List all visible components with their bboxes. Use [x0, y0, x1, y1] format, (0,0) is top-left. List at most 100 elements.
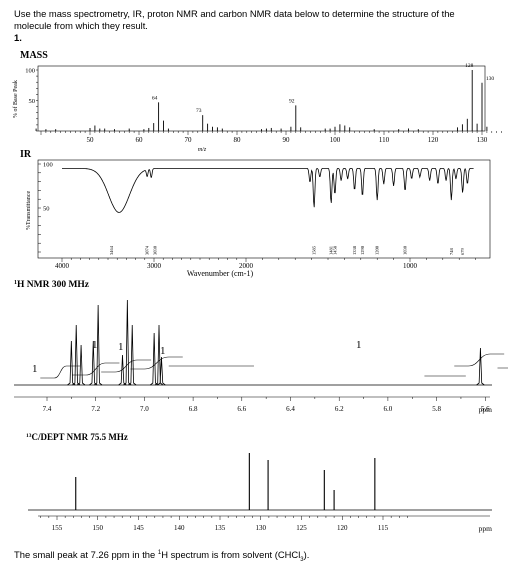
c-nmr-x-tick-label: 155 [52, 524, 63, 532]
h-nmr-peak [157, 356, 166, 386]
c-nmr-x-tick-label: 145 [133, 524, 144, 532]
mass-peak-label: 128 [465, 63, 474, 69]
ir-axes: 50 100 4000 3000 2000 1000 [37, 159, 491, 270]
mass-x-tick-label: 90 [283, 136, 291, 144]
h-nmr-integral-label: 1 [118, 341, 124, 353]
mass-peak-label: 64 [152, 95, 158, 101]
mass-peak-label: 92 [289, 98, 295, 104]
ir-peak-label: 3464 [109, 245, 114, 255]
ir-x-tick-label: 3000 [147, 262, 162, 270]
h-nmr-xlabel: ppm [479, 405, 493, 414]
ir-y-tick-label: 100 [43, 162, 53, 169]
h-nmr-x-tick-label: 7.4 [43, 405, 52, 413]
mass-y-tick-label: 100 [25, 68, 35, 75]
h-nmr-integral-label: 1 [160, 345, 166, 357]
c-nmr-x-tick-label: 140 [174, 524, 185, 532]
c-nmr-x-tick-label: 115 [378, 524, 389, 532]
h-nmr-peak [93, 304, 103, 386]
ir-title: IR [20, 149, 32, 160]
mass-x-tick-label: 130 [477, 136, 488, 144]
mass-peaks: 64 73 92 128 130 [35, 63, 495, 131]
c-nmr-title: 13C/DEPT NMR 75.5 MHz [26, 432, 128, 442]
mass-spectrum: MASS % of Base Peak 50 60 70 80 90 100 110 120 1… [12, 50, 502, 153]
mass-y-tick-label: 50 [29, 98, 36, 105]
mass-axes: 50 60 70 80 90 100 110 120 130 50 100 [25, 65, 502, 144]
footnote: The small peak at 7.26 ppm in the 1H spe… [14, 549, 310, 563]
problem-number: 1. [14, 32, 22, 43]
ir-x-tick-label: 1000 [403, 262, 418, 270]
ir-peak-label: 748 [449, 248, 454, 256]
h-nmr-peak [67, 340, 76, 386]
c-nmr-x-tick-label: 130 [256, 524, 267, 532]
mass-xlabel: m/z [198, 147, 207, 153]
h-nmr-x-tick-label: 6.6 [237, 405, 246, 413]
mass-x-tick-label: 70 [185, 136, 193, 144]
ir-peak-label: 1458 [332, 245, 337, 255]
ir-peak-label: 3030 [153, 245, 158, 255]
ir-trace [62, 167, 474, 213]
ir-x-tick-label: 4000 [55, 262, 70, 270]
mass-frame [37, 65, 486, 132]
h-nmr-axes: 7.47.27.06.86.66.46.26.05.85.65.4 [14, 384, 492, 413]
ir-x-tick-label: 2000 [239, 262, 254, 270]
ir-peak-label: 679 [460, 248, 465, 256]
h-nmr-x-tick-label: 6.0 [384, 405, 393, 413]
mass-ylabel: % of Base Peak [12, 80, 19, 118]
ir-peak-label: 1585 [312, 245, 317, 255]
h-nmr-peak [476, 347, 485, 386]
h-nmr-x-tick-label: 5.8 [432, 405, 441, 413]
c-nmr-spectrum: 13C/DEPT NMR 75.5 MHz 155 150 145 140 135 130… [26, 432, 492, 533]
mass-x-tick-label: 60 [136, 136, 144, 144]
mass-peak-label: 73 [196, 108, 202, 114]
c-nmr-x-tick-label: 135 [215, 524, 226, 532]
ir-peak-label: 1290 [360, 245, 365, 255]
h-nmr-peak [72, 324, 81, 386]
c-nmr-x-tick-label: 125 [296, 524, 307, 532]
h-nmr-title: 1H NMR 300 MHz [14, 280, 90, 290]
c-nmr-peaks [75, 453, 376, 510]
h-nmr-peak [76, 344, 86, 386]
h-nmr-integral-curve [101, 359, 152, 373]
h-nmr-peak [128, 324, 137, 386]
h-nmr-x-tick-label: 5.6 [481, 405, 490, 413]
mass-title: MASS [20, 50, 48, 61]
h-nmr-integral-label: 1 [92, 339, 98, 351]
h-nmr-peak [149, 332, 159, 386]
ir-peak-label: 1030 [403, 245, 408, 255]
ir-peak-label: 1200 [375, 245, 380, 255]
mass-peak-label: 130 [486, 76, 495, 82]
h-nmr-peaks [67, 299, 485, 386]
mass-x-tick-label: 80 [234, 136, 242, 144]
h-nmr-integral-curve [130, 356, 183, 370]
ir-y-tick-label: 50 [43, 206, 50, 213]
c-nmr-x-tick-label: 150 [93, 524, 104, 532]
ir-xlabel: Wavenumber (cm-1) [187, 269, 254, 278]
mass-x-tick-label: 50 [87, 136, 95, 144]
h-nmr-integral-curve [71, 362, 120, 376]
mass-x-tick-label: 100 [330, 136, 341, 144]
ir-peak-label: 3074 [145, 245, 150, 255]
h-nmr-x-tick-label: 6.8 [189, 405, 198, 413]
c-nmr-axes: 155 150 145 140 135 130 125 120 115 [28, 509, 492, 532]
h-nmr-peak [123, 299, 132, 386]
h-nmr-x-tick-label: 6.2 [335, 405, 344, 413]
ir-peak-label: 1481 [329, 246, 334, 255]
mass-x-tick-label: 110 [379, 136, 390, 144]
h-nmr-x-tick-label: 7.2 [91, 405, 100, 413]
mass-x-tick-label: 120 [428, 136, 439, 144]
h-nmr-peak [118, 354, 127, 386]
h-nmr-integral-curve [40, 365, 81, 379]
intro-text: Use the mass spectrometry, IR, proton NM… [14, 8, 455, 31]
ir-frame [37, 159, 491, 259]
h-nmr-integrals: 1 1 1 1 1 [32, 339, 508, 379]
ir-ylabel: %Transmittance [26, 191, 32, 230]
h-nmr-x-tick-label: 6.4 [286, 405, 295, 413]
c-nmr-x-tick-label: 120 [337, 524, 348, 532]
c-nmr-xlabel: ppm [479, 524, 493, 533]
h-nmr-integral-label: 1 [356, 339, 362, 351]
h-nmr-integral-curve [454, 353, 505, 367]
ir-peak-label: 1338 [352, 245, 357, 255]
h-nmr-peak [154, 324, 164, 386]
